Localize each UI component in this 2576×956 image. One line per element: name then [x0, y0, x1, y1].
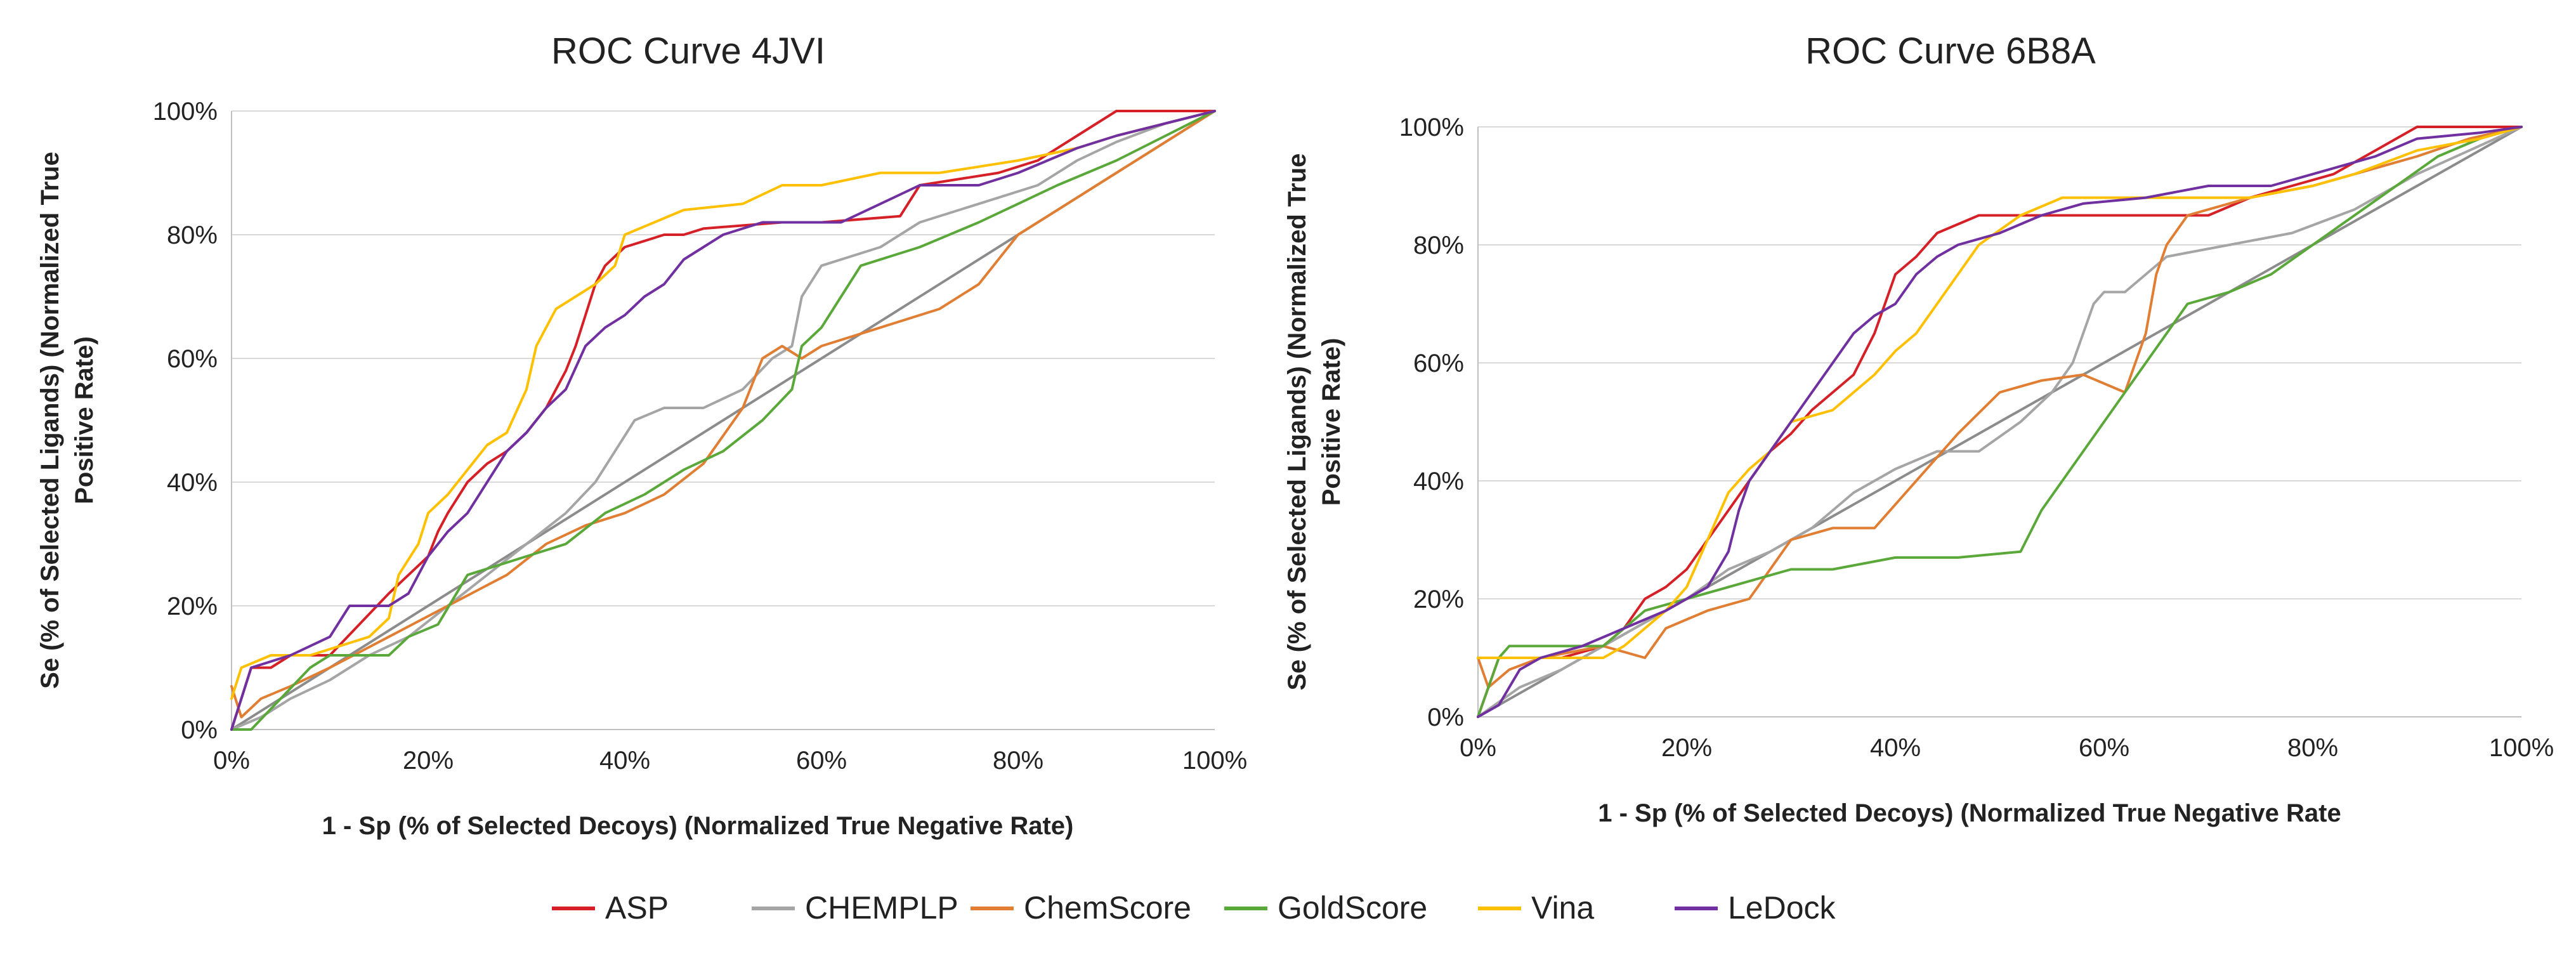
- chart-title: ROC Curve 4JVI: [551, 30, 825, 72]
- legend-label-vina: Vina: [1531, 890, 1594, 926]
- y-tick-label: 100%: [1399, 114, 1464, 141]
- chart-title: ROC Curve 6B8A: [1805, 30, 2096, 72]
- y-axis-title-line: Se (% of Selected Ligands) (Normalized T…: [1283, 154, 1311, 691]
- y-tick-label: 60%: [1413, 350, 1464, 377]
- series-line-vina: [1477, 126, 2523, 659]
- x-axis-title: 1 - Sp (% of Selected Decoys) (Normalize…: [1598, 799, 2341, 827]
- y-tick-label: 20%: [167, 593, 218, 620]
- x-tick-label: 20%: [403, 747, 454, 775]
- y-tick-label: 20%: [1413, 586, 1464, 613]
- y-axis-title-line: Positive Rate): [1317, 338, 1345, 506]
- series-line-ledock: [1477, 126, 2523, 718]
- legend-label-chemscore: ChemScore: [1024, 890, 1191, 926]
- x-tick-label: 100%: [1182, 747, 1247, 775]
- y-tick-label: 80%: [1413, 232, 1464, 259]
- y-axis-title-line: Positive Rate): [70, 336, 98, 504]
- legend-label-ledock: LeDock: [1728, 890, 1836, 926]
- roc-chart-6b8a: ROC Curve 6B8A 0% 20% 40% 60% 80% 100% 0% 20% 40%…: [1283, 30, 2554, 827]
- x-tick-label: 60%: [2079, 734, 2129, 762]
- x-tick-label: 80%: [993, 747, 1043, 775]
- x-tick-label: 100%: [2489, 734, 2554, 762]
- x-tick-label: 40%: [599, 747, 650, 775]
- x-tick-label: 0%: [213, 747, 250, 775]
- series-line-chemscore: [1477, 126, 2523, 689]
- y-tick-label: 80%: [167, 221, 218, 249]
- x-tick-label: 40%: [1870, 734, 1921, 762]
- series-line-ledock: [230, 110, 1216, 731]
- x-tick-label: 0%: [1460, 734, 1496, 762]
- legend-label-asp: ASP: [605, 890, 669, 926]
- y-tick-label: 100%: [153, 98, 218, 126]
- y-tick-label: 0%: [1427, 704, 1464, 731]
- legend: ASP CHEMPLP ChemScore GoldScore Vina LeDock: [552, 890, 1836, 926]
- series-line-asp: [230, 110, 1216, 731]
- x-axis-title: 1 - Sp (% of Selected Decoys) (Normalize…: [322, 812, 1074, 840]
- series-line-chemscore: [230, 110, 1216, 719]
- series-line-vina: [230, 110, 1216, 700]
- y-tick-label: 40%: [1413, 468, 1464, 495]
- x-tick-label: 20%: [1661, 734, 1712, 762]
- series-line-chemplp: [230, 110, 1216, 731]
- series-line-goldscore: [230, 110, 1216, 731]
- legend-label-chemplp: CHEMPLP: [805, 890, 958, 926]
- series-line-goldscore: [1477, 126, 2523, 718]
- roc-chart-4jvi: ROC Curve 4JVI 0% 20% 40% 60% 80% 100% 0% 20% 40%…: [36, 30, 1247, 840]
- y-tick-label: 40%: [167, 469, 218, 497]
- legend-label-goldscore: GoldScore: [1278, 890, 1427, 926]
- x-tick-label: 80%: [2287, 734, 2338, 762]
- y-axis-title-line: Se (% of Selected Ligands) (Normalized T…: [36, 152, 64, 689]
- y-tick-label: 60%: [167, 345, 218, 373]
- x-tick-label: 60%: [796, 747, 847, 775]
- y-tick-label: 0%: [181, 716, 218, 744]
